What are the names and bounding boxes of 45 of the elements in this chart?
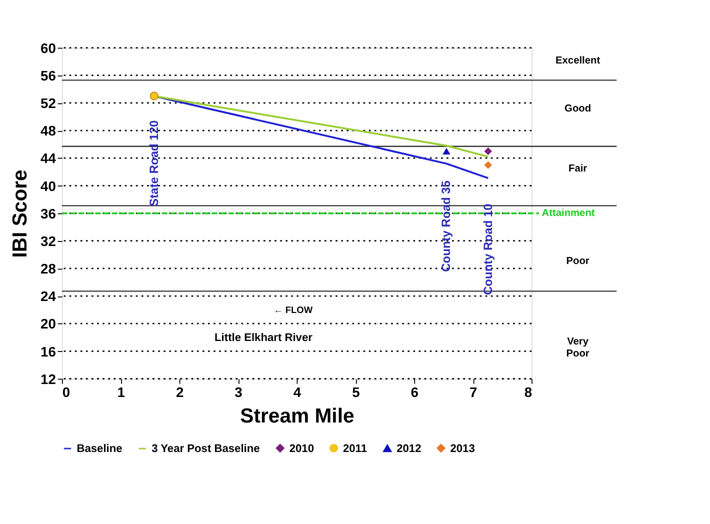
x-tick-label: 0 [62, 384, 70, 400]
y-tick-label: 28 [40, 260, 56, 277]
legend-label: 2010 [289, 442, 314, 455]
y-tick-label: 16 [40, 343, 56, 360]
x-tick-label: 5 [352, 384, 360, 400]
x-tick-label: 1 [117, 384, 126, 400]
legend-label: 2011 [342, 442, 368, 455]
x-tick-label: 8 [524, 384, 532, 400]
text: Fair [568, 164, 588, 175]
y-tick-label: 24 [40, 288, 56, 304]
x-tick-label: 2 [176, 384, 184, 400]
y-tick-label: 56 [40, 67, 56, 84]
legend-label: Baseline [76, 443, 122, 456]
text: Excellent [555, 56, 601, 66]
y-tick-label: 36 [40, 205, 56, 222]
y-tick-label: 52 [40, 95, 56, 112]
point [150, 92, 158, 100]
text: Poor [566, 256, 590, 268]
y-tick-label: 60 [40, 40, 56, 56]
point [484, 147, 492, 156]
annotation: County Road 35 [439, 180, 454, 272]
legend-label: 2013 [450, 442, 475, 455]
legend-label: 3 Year Post Baseline [152, 443, 260, 456]
text: Good [564, 104, 592, 115]
y-tick-label: 48 [40, 122, 56, 139]
x-tick-label: 3 [234, 384, 243, 400]
point [442, 148, 450, 155]
x-axis-title: Stream Mile [240, 406, 354, 428]
y-tick-label: 12 [40, 370, 56, 387]
annotation: County Road 10 [480, 203, 495, 295]
y-tick-label: 32 [40, 232, 56, 249]
x-tick-label: 4 [293, 384, 302, 400]
ref-line-label: Attainment [542, 208, 596, 220]
y-tick-label: 20 [40, 316, 56, 332]
y-tick-label: 44 [40, 150, 56, 166]
annotation: State Road 120 [147, 120, 162, 206]
y-tick-label: 40 [40, 178, 56, 194]
text: Very Poor [566, 336, 590, 360]
point [484, 161, 492, 169]
annotation: ← FLOW [274, 305, 313, 316]
y-axis-title: IBI Score [10, 170, 32, 258]
annotation: Little Elkhart River [214, 332, 314, 344]
x-tick-label: 6 [410, 384, 419, 400]
legend-label: 2012 [396, 443, 422, 456]
x-tick-label: 7 [469, 384, 478, 400]
